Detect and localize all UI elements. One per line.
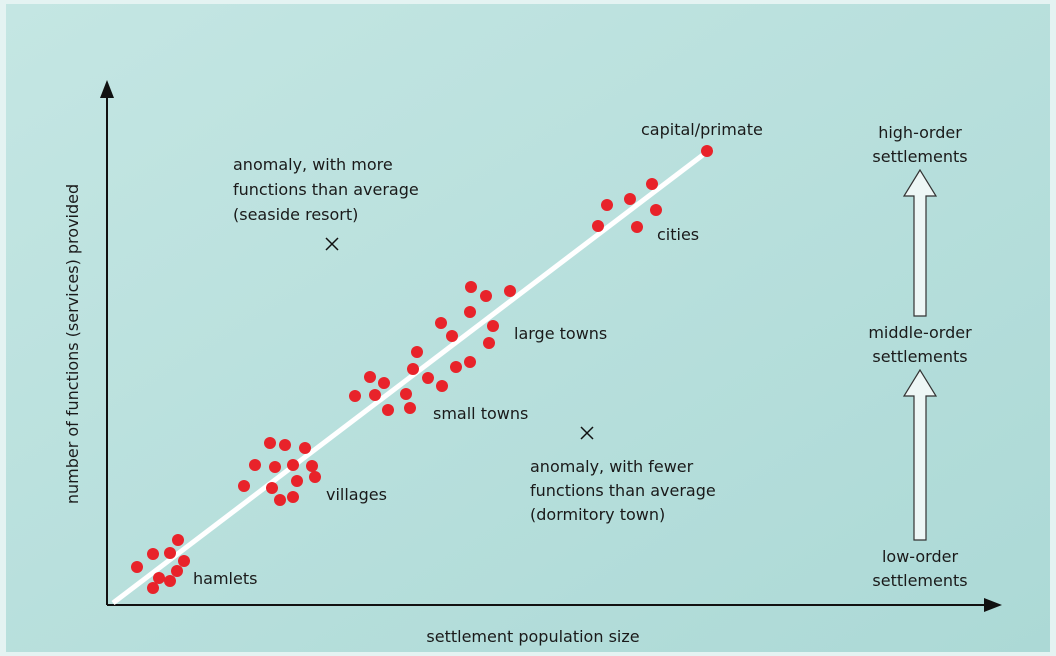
settlement-dot xyxy=(172,534,184,546)
settlement-dot xyxy=(450,361,462,373)
settlement-dot xyxy=(601,199,613,211)
settlement-dot xyxy=(249,459,261,471)
settlement-dot xyxy=(274,494,286,506)
settlement-dot xyxy=(400,388,412,400)
settlement-dot xyxy=(480,290,492,302)
settlement-dot xyxy=(436,380,448,392)
settlement-dot xyxy=(147,548,159,560)
settlement-dot xyxy=(266,482,278,494)
settlement-dot xyxy=(279,439,291,451)
settlement-dot xyxy=(422,372,434,384)
settlement-dot xyxy=(504,285,516,297)
group-label: villages xyxy=(326,485,387,504)
group-label: capital/primate xyxy=(641,120,763,139)
settlement-dot xyxy=(369,389,381,401)
settlement-dot xyxy=(435,317,447,329)
settlement-dot xyxy=(364,371,376,383)
settlement-dot xyxy=(131,561,143,573)
settlement-dot xyxy=(291,475,303,487)
anomaly-label: functions than average xyxy=(233,180,419,199)
settlement-dot xyxy=(264,437,276,449)
settlement-dot xyxy=(624,193,636,205)
anomaly-label: anomaly, with more xyxy=(233,155,393,174)
settlement-dot xyxy=(465,281,477,293)
settlement-dot xyxy=(446,330,458,342)
anomaly-label: anomaly, with fewer xyxy=(530,457,694,476)
settlement-dot xyxy=(407,363,419,375)
settlement-dot xyxy=(171,565,183,577)
settlement-dot xyxy=(269,461,281,473)
settlement-dot xyxy=(382,404,394,416)
group-label: large towns xyxy=(514,324,607,343)
anomaly-label: functions than average xyxy=(530,481,716,500)
settlement-dot xyxy=(238,480,250,492)
settlement-dot xyxy=(646,178,658,190)
settlement-dot xyxy=(464,306,476,318)
group-label: small towns xyxy=(433,404,528,423)
hierarchy-label: settlements xyxy=(872,347,967,366)
settlement-dot xyxy=(164,547,176,559)
anomaly-cross xyxy=(325,237,339,251)
settlement-dot xyxy=(287,459,299,471)
anomaly-label: (dormitory town) xyxy=(530,505,665,524)
hierarchy-label: settlements xyxy=(872,147,967,166)
y-axis-arrow xyxy=(100,80,114,98)
anomaly-cross xyxy=(580,426,594,440)
group-label: cities xyxy=(657,225,699,244)
settlement-dot xyxy=(650,204,662,216)
settlement-dot xyxy=(487,320,499,332)
hierarchy-label: settlements xyxy=(872,571,967,590)
settlement-dots xyxy=(131,145,713,594)
settlement-dot xyxy=(164,575,176,587)
settlement-dot xyxy=(153,572,165,584)
settlement-dot xyxy=(631,221,643,233)
settlement-dot xyxy=(299,442,311,454)
settlement-dot xyxy=(309,471,321,483)
settlement-dot xyxy=(464,356,476,368)
x-axis-label: settlement population size xyxy=(426,627,639,646)
settlement-dot xyxy=(287,491,299,503)
trend-line xyxy=(111,146,714,605)
hierarchy-label: low-order xyxy=(882,547,958,566)
group-label: hamlets xyxy=(193,569,257,588)
settlement-dot xyxy=(147,582,159,594)
settlement-dot xyxy=(306,460,318,472)
hierarchy-arrow xyxy=(902,368,938,541)
settlement-dot xyxy=(701,145,713,157)
x-axis-arrow xyxy=(984,598,1002,612)
hierarchy-label: middle-order xyxy=(868,323,972,342)
hierarchy-label: high-order xyxy=(878,123,962,142)
settlement-dot xyxy=(411,346,423,358)
settlement-dot xyxy=(592,220,604,232)
settlement-dot xyxy=(349,390,361,402)
settlement-dot xyxy=(483,337,495,349)
settlement-dot xyxy=(404,402,416,414)
y-axis-label: number of functions (services) provided xyxy=(63,184,82,504)
settlement-dot xyxy=(378,377,390,389)
anomaly-label: (seaside resort) xyxy=(233,205,358,224)
settlement-dot xyxy=(178,555,190,567)
hierarchy-arrow xyxy=(902,168,938,317)
